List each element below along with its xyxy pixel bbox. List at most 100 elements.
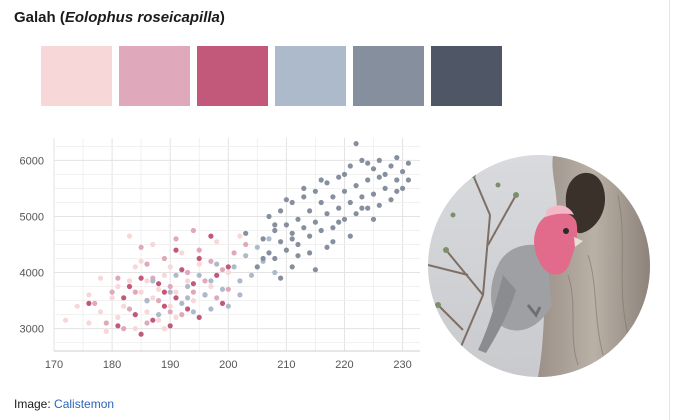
data-point bbox=[167, 323, 173, 329]
data-point bbox=[115, 323, 121, 329]
data-point bbox=[109, 289, 115, 295]
data-point bbox=[394, 177, 400, 183]
y-tick-label: 3000 bbox=[20, 324, 44, 336]
data-point bbox=[219, 300, 226, 306]
data-point bbox=[115, 275, 121, 281]
data-point bbox=[312, 188, 318, 194]
y-tick-label: 6000 bbox=[20, 155, 44, 167]
data-point bbox=[382, 171, 388, 177]
data-point bbox=[336, 205, 342, 211]
data-point bbox=[278, 208, 284, 214]
data-point bbox=[225, 264, 231, 270]
x-tick-label: 200 bbox=[219, 359, 237, 371]
data-point bbox=[208, 278, 214, 284]
data-point bbox=[312, 267, 318, 273]
data-point bbox=[272, 222, 278, 228]
data-point bbox=[243, 230, 249, 236]
data-point bbox=[190, 227, 196, 234]
data-point bbox=[150, 278, 156, 284]
data-point bbox=[283, 247, 289, 253]
data-point bbox=[156, 312, 162, 318]
data-point bbox=[330, 194, 336, 200]
data-point bbox=[301, 185, 307, 191]
data-point bbox=[289, 199, 295, 206]
data-point bbox=[214, 272, 220, 278]
data-point bbox=[92, 300, 98, 306]
data-point bbox=[196, 261, 202, 267]
data-point bbox=[190, 289, 196, 295]
data-point bbox=[161, 289, 167, 295]
data-point bbox=[312, 219, 318, 225]
palette-swatch bbox=[41, 46, 112, 106]
data-point bbox=[260, 255, 266, 262]
data-point bbox=[196, 255, 202, 262]
data-point bbox=[370, 191, 377, 197]
data-point bbox=[272, 255, 278, 262]
data-point bbox=[144, 298, 150, 304]
data-point bbox=[324, 180, 330, 186]
data-point bbox=[144, 261, 150, 267]
palette-swatch bbox=[353, 46, 424, 106]
data-point bbox=[295, 241, 301, 248]
data-point bbox=[324, 244, 330, 250]
data-point bbox=[190, 298, 196, 304]
data-point bbox=[237, 292, 243, 298]
palette-swatch bbox=[119, 46, 190, 106]
data-point bbox=[138, 331, 144, 337]
data-point bbox=[156, 286, 162, 292]
x-tick-label: 230 bbox=[393, 359, 411, 371]
data-point bbox=[121, 303, 127, 309]
x-tick-label: 220 bbox=[335, 359, 353, 371]
data-point bbox=[394, 155, 400, 161]
data-point bbox=[318, 227, 324, 234]
x-tick-label: 190 bbox=[161, 359, 179, 371]
data-point bbox=[330, 239, 336, 245]
data-point bbox=[167, 303, 173, 309]
data-point bbox=[219, 267, 226, 273]
data-point bbox=[266, 250, 272, 256]
data-point bbox=[121, 326, 127, 332]
credit-link[interactable]: Calistemon bbox=[54, 397, 115, 411]
data-point bbox=[272, 227, 278, 234]
title-suffix: ) bbox=[219, 9, 225, 26]
scatter-chart: 170 180 190 200 210 220 230 3000 4000 5000 6000 bbox=[20, 138, 420, 371]
data-point bbox=[173, 289, 179, 295]
data-point bbox=[394, 188, 400, 194]
data-point bbox=[161, 272, 167, 278]
data-point bbox=[400, 185, 406, 191]
data-point bbox=[161, 326, 167, 332]
data-point bbox=[225, 286, 231, 292]
data-point bbox=[376, 174, 382, 180]
data-point bbox=[272, 269, 278, 276]
data-point bbox=[341, 188, 348, 194]
x-tick-label: 210 bbox=[277, 359, 295, 371]
data-point bbox=[86, 300, 92, 306]
data-point bbox=[103, 320, 109, 326]
data-point bbox=[376, 202, 382, 208]
data-point bbox=[225, 303, 231, 309]
data-point bbox=[63, 317, 69, 323]
data-point bbox=[173, 247, 179, 253]
data-point bbox=[167, 283, 173, 290]
data-point bbox=[196, 272, 202, 278]
data-point bbox=[295, 216, 301, 222]
data-point bbox=[74, 303, 80, 309]
data-point bbox=[202, 278, 208, 284]
data-point bbox=[353, 211, 359, 217]
data-point bbox=[289, 236, 295, 242]
data-point bbox=[266, 236, 272, 242]
data-point bbox=[150, 317, 156, 323]
data-point bbox=[231, 250, 237, 256]
data-point bbox=[179, 300, 185, 306]
data-point bbox=[173, 314, 179, 320]
data-point bbox=[388, 163, 394, 169]
data-point bbox=[324, 211, 330, 217]
data-point bbox=[295, 253, 301, 259]
data-point bbox=[185, 278, 191, 284]
data-point bbox=[370, 166, 377, 172]
data-point bbox=[126, 283, 133, 290]
data-point bbox=[225, 269, 231, 276]
credit-label: Image: bbox=[14, 397, 55, 411]
data-point bbox=[196, 247, 202, 253]
